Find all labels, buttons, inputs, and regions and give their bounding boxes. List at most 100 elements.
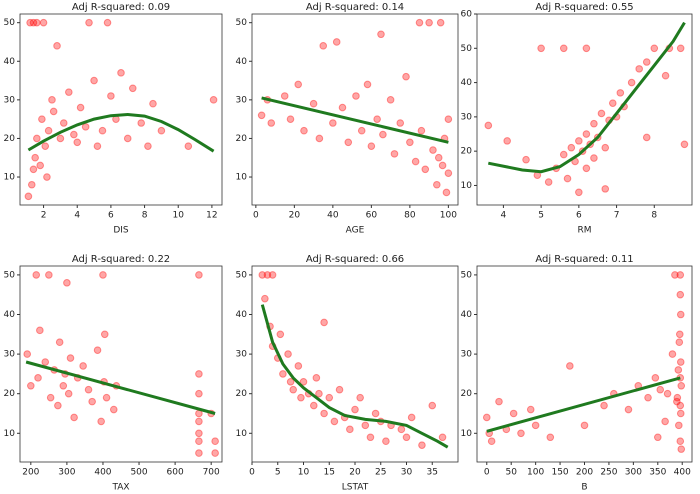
- y-tick-label: 30: [461, 350, 473, 360]
- data-point: [386, 96, 395, 104]
- data-point: [671, 271, 679, 279]
- data-point: [361, 421, 370, 430]
- x-tick-label: 15: [324, 468, 335, 478]
- x-tick-label: 2: [41, 211, 47, 221]
- data-point: [559, 150, 568, 159]
- data-point: [59, 119, 68, 127]
- x-tick-label: 4: [74, 211, 80, 221]
- data-point: [33, 134, 41, 143]
- x-tick-label: 25: [375, 468, 386, 478]
- data-point: [676, 358, 685, 366]
- data-point: [676, 310, 685, 319]
- data-point: [195, 370, 203, 378]
- data-point: [29, 165, 38, 174]
- data-point: [379, 130, 387, 139]
- data-point: [575, 188, 583, 197]
- fit-line: [25, 360, 216, 415]
- data-point: [566, 362, 574, 370]
- data-point: [99, 271, 107, 279]
- x-tick-label: 0: [249, 468, 255, 478]
- data-point: [677, 445, 686, 453]
- data-point: [33, 18, 41, 27]
- data-point: [330, 417, 339, 426]
- x-tick-label: 200: [22, 468, 39, 478]
- data-point: [300, 126, 308, 135]
- y-tick-label: 30: [236, 95, 248, 105]
- data-point: [117, 69, 125, 77]
- x-tick-label: 7: [614, 211, 620, 221]
- fit-line: [486, 376, 681, 433]
- data-point: [211, 449, 219, 457]
- data-point: [258, 271, 267, 279]
- data-point: [627, 78, 636, 87]
- data-point: [209, 96, 218, 104]
- data-point: [580, 421, 589, 430]
- data-point: [397, 425, 406, 434]
- data-point: [402, 72, 410, 81]
- data-point: [63, 279, 71, 287]
- data-point: [438, 433, 447, 442]
- data-point: [546, 433, 555, 442]
- data-point: [76, 103, 85, 112]
- x-tick-label: 8: [651, 211, 657, 221]
- data-point: [294, 362, 303, 370]
- data-point: [144, 142, 152, 150]
- y-tick-label: 20: [4, 389, 16, 399]
- data-point: [149, 99, 157, 108]
- x-tick-label: 150: [551, 468, 568, 478]
- data-point: [356, 393, 364, 402]
- data-point: [73, 138, 82, 147]
- x-tick-label: 20: [349, 468, 361, 478]
- x-tick-label: 400: [94, 468, 111, 478]
- data-point: [312, 374, 321, 382]
- data-point: [123, 134, 132, 143]
- data-point: [332, 38, 341, 46]
- x-tick-label: 50: [505, 468, 517, 478]
- x-axis-label: B: [581, 483, 587, 493]
- x-tick-label: 300: [58, 468, 75, 478]
- data-point: [346, 425, 354, 434]
- data-point: [93, 346, 102, 354]
- x-tick-label: 6: [108, 211, 114, 221]
- data-point: [320, 318, 328, 327]
- data-point: [653, 433, 662, 442]
- data-point: [407, 413, 416, 422]
- data-point: [382, 437, 390, 446]
- data-point: [676, 437, 685, 446]
- data-point: [509, 409, 518, 418]
- y-tick-label: 50: [4, 18, 16, 28]
- x-tick-label: 200: [576, 468, 593, 478]
- x-axis-label: DIS: [113, 226, 129, 236]
- data-point: [88, 397, 96, 406]
- data-point: [644, 393, 652, 402]
- data-point: [661, 71, 670, 80]
- y-tick-label: 50: [4, 270, 16, 280]
- y-tick-label: 40: [461, 78, 473, 88]
- data-point: [429, 146, 437, 154]
- data-point: [34, 374, 42, 382]
- data-point: [66, 354, 75, 362]
- data-point: [661, 417, 669, 426]
- data-point: [675, 330, 684, 339]
- data-point: [128, 84, 137, 93]
- data-point: [676, 290, 685, 299]
- data-point: [367, 142, 376, 150]
- data-point: [309, 99, 318, 108]
- data-point: [195, 429, 203, 438]
- x-tick-label: 400: [674, 468, 691, 478]
- data-point: [257, 111, 266, 120]
- data-point: [597, 109, 606, 118]
- data-point: [373, 115, 381, 123]
- x-tick-label: 600: [167, 468, 184, 478]
- data-point: [263, 271, 272, 279]
- x-axis-label: LSTAT: [342, 483, 369, 493]
- data-point: [23, 350, 32, 358]
- x-tick-label: 250: [600, 468, 617, 478]
- y-tick-label: 40: [236, 57, 248, 67]
- data-point: [56, 134, 65, 143]
- data-point: [24, 192, 33, 201]
- y-tick-label: 10: [461, 429, 473, 439]
- x-tick-label: 6: [576, 211, 582, 221]
- x-tick-label: 20: [289, 211, 301, 221]
- data-point: [680, 140, 689, 149]
